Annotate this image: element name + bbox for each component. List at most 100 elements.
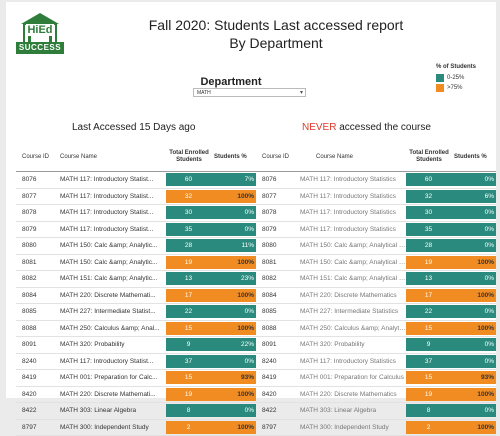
total-enrolled: 19 xyxy=(166,259,211,266)
header-course-name[interactable]: Course Name xyxy=(316,154,353,161)
logo-top-text: HiEd xyxy=(26,24,54,36)
left-section-heading: Last Accessed 15 Days ago xyxy=(72,122,195,133)
header-course-id[interactable]: Course ID xyxy=(262,154,289,161)
students-pct: 22% xyxy=(241,341,254,348)
students-pct: 0% xyxy=(485,275,494,282)
total-enrolled: 60 xyxy=(406,176,451,183)
course-name: MATH 150: Calc &amp; Analytic... xyxy=(60,259,166,266)
total-enrolled: 15 xyxy=(166,374,211,381)
course-id: 8078 xyxy=(22,209,36,216)
legend-label-high: >75% xyxy=(447,85,463,91)
course-name: MATH 151: Calc &amp; Analytic... xyxy=(60,275,166,282)
course-id: 8420 xyxy=(262,391,276,398)
never-highlight: NEVER xyxy=(302,122,336,133)
total-enrolled: 19 xyxy=(406,259,451,266)
report-title: Fall 2020: Students Last accessed report… xyxy=(106,16,446,52)
department-dropdown-value: MATH xyxy=(197,90,211,96)
header-students-pct[interactable]: Students % xyxy=(214,154,247,161)
course-id: 8082 xyxy=(262,275,276,282)
never-accessed-table: Course ID Course Name Total Enrolled Stu… xyxy=(256,138,496,436)
students-pct: 0% xyxy=(485,407,494,414)
total-enrolled: 19 xyxy=(166,391,211,398)
header-course-id[interactable]: Course ID xyxy=(22,154,49,161)
course-id: 8080 xyxy=(22,242,36,249)
department-filter-label: Department xyxy=(156,76,306,88)
header-total-enrolled[interactable]: Total Enrolled Students xyxy=(404,150,454,164)
course-id: 8091 xyxy=(22,341,36,348)
table-header: Course ID Course Name Total Enrolled Stu… xyxy=(256,138,496,172)
header-total-enrolled[interactable]: Total Enrolled Students xyxy=(164,150,214,164)
course-name: MATH 300: Independent Study xyxy=(300,424,406,431)
legend-item: 0-25% xyxy=(436,73,496,83)
course-name: MATH 220: Discrete Mathemati... xyxy=(60,391,166,398)
students-pct: 100% xyxy=(477,292,494,299)
total-enrolled: 35 xyxy=(166,226,211,233)
course-id: 8080 xyxy=(262,242,276,249)
table-header: Course ID Course Name Total Enrolled Stu… xyxy=(16,138,256,172)
students-pct: 0% xyxy=(245,226,254,233)
students-pct: 11% xyxy=(241,242,254,249)
course-name: MATH 250: Calculus &amp; Analytic... xyxy=(300,325,406,332)
students-pct: 100% xyxy=(237,424,254,431)
legend-title: % of Students xyxy=(436,64,496,70)
students-pct: 100% xyxy=(477,325,494,332)
course-id: 8077 xyxy=(22,193,36,200)
students-pct: 0% xyxy=(245,407,254,414)
total-enrolled: 9 xyxy=(166,341,211,348)
header-course-name[interactable]: Course Name xyxy=(60,154,97,161)
course-id: 8085 xyxy=(262,308,276,315)
course-id: 8078 xyxy=(262,209,276,216)
header-students-pct[interactable]: Students % xyxy=(454,154,487,161)
total-enrolled: 32 xyxy=(406,193,451,200)
course-name: MATH 150: Calc &amp; Analytical Ge... xyxy=(300,259,406,266)
department-dropdown[interactable]: MATH ▾ xyxy=(193,88,306,97)
students-pct: 100% xyxy=(237,193,254,200)
students-pct: 0% xyxy=(485,209,494,216)
course-name: MATH 117: Introductory Statistics xyxy=(300,193,406,200)
course-name: MATH 117: Introductory Statist... xyxy=(60,209,166,216)
table-row[interactable]: 8081 MATH 150: Calc &amp; Analytical Ge..… xyxy=(256,255,496,272)
course-id: 8084 xyxy=(262,292,276,299)
course-id: 8081 xyxy=(262,259,276,266)
total-enrolled: 35 xyxy=(406,226,451,233)
